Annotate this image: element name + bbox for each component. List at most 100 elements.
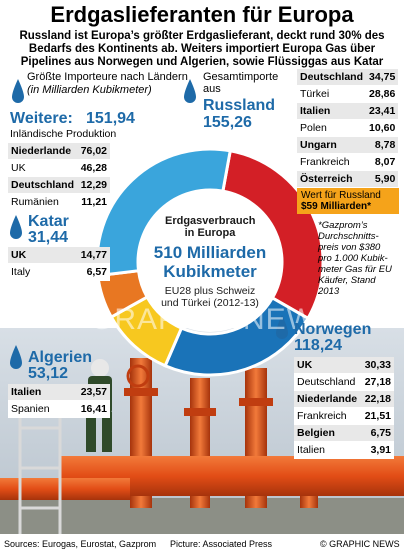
table-algerien: Italien 23,57 Spanien 16,41	[8, 384, 110, 418]
table-cell-country: Deutschland	[297, 69, 367, 86]
table-norwegen: UK 30,33 Deutschland 27,18 Niederlande 22,18 F…	[294, 357, 394, 459]
table-cell-country: Polen	[297, 119, 367, 137]
table-row: Italien 3,91	[294, 441, 394, 459]
gas-drop-icon-katar	[10, 215, 22, 239]
wert-russland-box: Wert für Russland $59 Milliarden*	[297, 188, 399, 214]
legend-unit: (in Milliarden Kubikmeter)	[27, 84, 152, 96]
table-cell-country: Belgien	[294, 424, 362, 442]
donut-slices	[95, 147, 325, 377]
table-row: UK 14,77	[8, 247, 110, 264]
table-row: Deutschland 27,18	[294, 373, 394, 391]
table-cell-value: 8,78	[366, 136, 399, 154]
gas-drop-icon-weitere	[12, 79, 24, 103]
table-cell-value: 3,91	[361, 441, 394, 459]
gas-drop-icon-russland	[184, 79, 196, 103]
table-row: Niederlande 76,02	[8, 143, 110, 160]
donut-slice-weitere	[95, 147, 232, 278]
table-cell-country: Niederlande	[294, 390, 362, 408]
weitere-name: Weitere:	[10, 110, 73, 127]
center-label: Erdgasverbrauch in Europa	[165, 215, 256, 239]
table-cell-value: 16,41	[67, 400, 110, 418]
table-cell-value: 6,75	[361, 424, 394, 442]
footer: Sources: Eurogas, Eurostat, Gazprom Pict…	[0, 536, 404, 553]
table-cell-country: Italy	[8, 263, 53, 281]
table-cell-value: 6,57	[52, 263, 110, 281]
table-cell-value: 27,18	[361, 373, 394, 391]
footer-picture: Picture: Associated Press	[170, 539, 273, 549]
table-cell-value: 22,18	[361, 390, 394, 408]
table-row: Frankreich 8,07	[297, 153, 399, 171]
katar-name: Katar	[28, 213, 69, 230]
table-cell-country: Niederlande	[8, 143, 78, 160]
table-row: Polen 10,60	[297, 119, 399, 137]
table-cell-country: Deutschland	[8, 176, 78, 194]
table-cell-value: 5,90	[366, 170, 399, 188]
table-katar: UK 14,77 Italy 6,57	[8, 247, 110, 281]
gas-drop-icon-algerien	[10, 345, 22, 369]
table-cell-country: Österreich	[297, 170, 367, 188]
table-row: Frankreich 21,51	[294, 407, 394, 425]
table-row: Österreich 5,90	[297, 170, 399, 188]
table-russland: Deutschland 34,75 Türkei 28,86 Italien 23,41 P…	[297, 69, 399, 188]
table-cell-value: 34,75	[366, 69, 399, 86]
table-weitere: Niederlande 76,02 UK 46,28 Deutschland 12,29 R…	[8, 143, 110, 211]
norwegen-value: 118,24	[294, 337, 343, 354]
donut-center: Erdgasverbrauch in Europa 510 Milliarden…	[130, 215, 290, 309]
table-cell-country: UK	[8, 159, 78, 177]
table-cell-value: 30,33	[361, 357, 394, 374]
footer-credit: © GRAPHIC NEWS	[320, 539, 400, 549]
table-cell-value: 10,60	[366, 119, 399, 137]
table-cell-country: Italien	[297, 102, 367, 120]
russland-value: 155,26	[203, 114, 252, 131]
weitere-value: 151,94	[86, 110, 135, 127]
table-cell-country: UK	[294, 357, 362, 374]
legend-title: Größte Importeure nach Ländern	[27, 71, 188, 83]
table-cell-country: UK	[8, 247, 53, 264]
table-cell-value: 76,02	[77, 143, 110, 160]
table-cell-value: 23,57	[67, 384, 110, 401]
table-cell-value: 28,86	[366, 85, 399, 103]
footer-sources: Sources: Eurogas, Eurostat, Gazprom	[4, 539, 157, 549]
gas-drop-icon-norwegen	[276, 315, 288, 339]
center-value: 510 Milliarden Kubikmeter	[153, 243, 267, 281]
table-cell-country: Italien	[294, 441, 362, 459]
table-cell-country: Rumänien	[8, 193, 78, 211]
page-subtitle: Russland ist Europa’s größter Erdgaslief…	[19, 30, 385, 68]
table-row: Rumänien 11,21	[8, 193, 110, 211]
table-row: Deutschland 34,75	[297, 69, 399, 86]
table-row: Italien 23,57	[8, 384, 110, 401]
table-cell-country: Ungarn	[297, 136, 367, 154]
table-row: Türkei 28,86	[297, 85, 399, 103]
gazprom-note: *Gazprom’s Durchschnitts-preis von $380 …	[318, 220, 392, 297]
table-row: Spanien 16,41	[8, 400, 110, 418]
algerien-value: 53,12	[28, 365, 69, 382]
wert-line2: $59 Milliarden*	[301, 201, 372, 212]
table-cell-value: 11,21	[77, 193, 110, 211]
russland-name: Russland	[203, 97, 276, 114]
table-row: Deutschland 12,29	[8, 176, 110, 194]
donut-hole	[140, 192, 280, 332]
table-cell-country: Deutschland	[294, 373, 362, 391]
norwegen-name: Norwegen	[294, 321, 372, 338]
table-cell-country: Italien	[8, 384, 68, 401]
table-cell-value: 23,41	[366, 102, 399, 120]
table-cell-country: Frankreich	[297, 153, 367, 171]
table-row: Ungarn 8,78	[297, 136, 399, 154]
total-imports-text: Gesamtimporte aus	[203, 71, 279, 95]
table-cell-value: 12,29	[77, 176, 110, 194]
katar-value: 31,44	[28, 229, 69, 246]
center-note: EU28 plus Schweiz und Türkei (2012-13)	[161, 285, 259, 309]
table-cell-value: 14,77	[52, 247, 110, 264]
table-cell-value: 21,51	[361, 407, 394, 425]
table-row: Italien 23,41	[297, 102, 399, 120]
table-cell-country: Türkei	[297, 85, 367, 103]
weitere-sub: Inländische Produktion	[10, 128, 117, 140]
watermark: GRAPHIC NEWS	[90, 303, 338, 336]
table-cell-country: Spanien	[8, 400, 68, 418]
table-cell-country: Frankreich	[294, 407, 362, 425]
table-row: Italy 6,57	[8, 263, 110, 281]
algerien-name: Algerien	[28, 349, 93, 366]
table-cell-value: 8,07	[366, 153, 399, 171]
